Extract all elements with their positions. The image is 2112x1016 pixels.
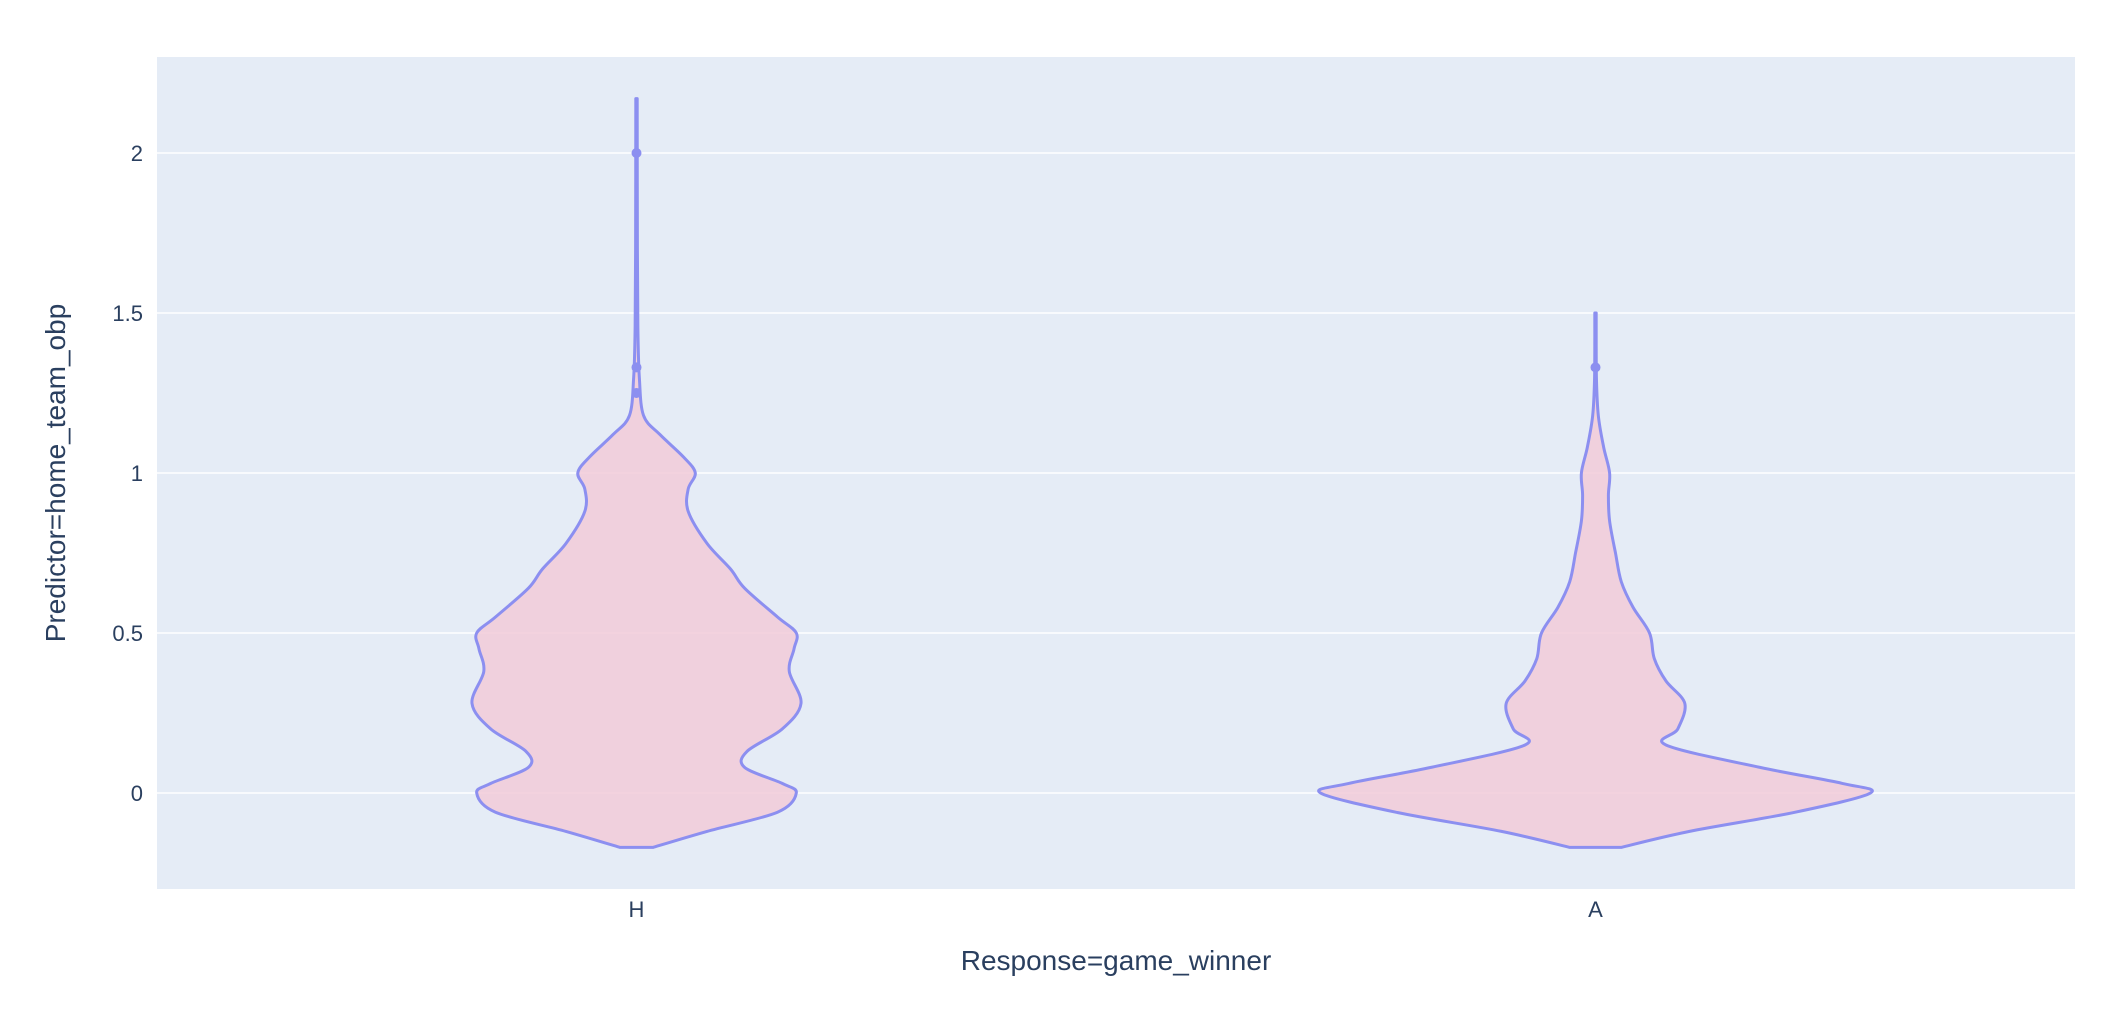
y-tick-label: 1.5 bbox=[112, 301, 143, 326]
y-tick-label: 0.5 bbox=[112, 621, 143, 646]
y-axis-ticks: 0 0.5 1 1.5 2 bbox=[112, 141, 143, 806]
y-tick-label: 0 bbox=[131, 781, 143, 806]
y-tick-label: 2 bbox=[131, 141, 143, 166]
outlier-point bbox=[1590, 362, 1601, 373]
violin-A bbox=[1317, 311, 1874, 849]
outlier-point bbox=[631, 148, 642, 158]
violins bbox=[470, 97, 1874, 849]
y-tick-label: 1 bbox=[131, 461, 143, 486]
x-axis-title: Response=game_winner bbox=[961, 945, 1272, 976]
violin-H bbox=[470, 97, 803, 849]
outlier-point bbox=[631, 388, 642, 398]
violin-body bbox=[1317, 311, 1874, 849]
violin-body bbox=[470, 97, 803, 849]
y-axis-title: Predictor=home_team_obp bbox=[40, 304, 71, 643]
outlier-point bbox=[631, 362, 642, 373]
x-tick-label: A bbox=[1588, 897, 1603, 922]
x-tick-label: H bbox=[629, 897, 645, 922]
